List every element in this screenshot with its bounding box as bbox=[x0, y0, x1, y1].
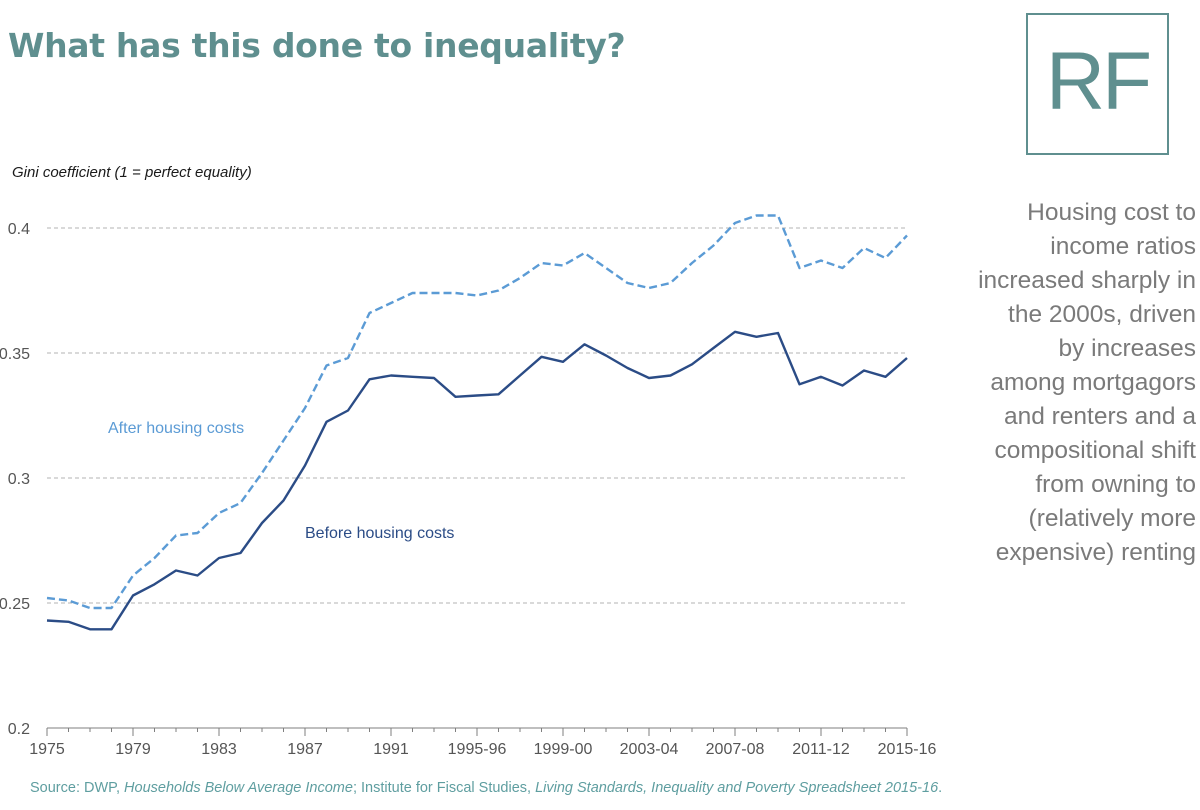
side-note-line: the 2000s, driven bbox=[1008, 301, 1196, 328]
side-note-line: by increases bbox=[1058, 335, 1196, 362]
x-tick-label: 1979 bbox=[115, 741, 151, 758]
x-tick-label: 2003-04 bbox=[620, 741, 679, 758]
x-tick-label: 1999-00 bbox=[534, 741, 593, 758]
side-note-line: compositional shift bbox=[994, 437, 1196, 464]
series-line-after-housing-costs bbox=[46, 214, 908, 610]
x-tick-label: 1991 bbox=[373, 741, 409, 758]
y-tick-label: 0.2 bbox=[8, 721, 30, 738]
series-label-before-housing-costs: Before housing costs bbox=[305, 525, 454, 542]
source-prefix: Source: DWP, bbox=[30, 780, 125, 796]
source-mid: ; Institute for Fiscal Studies, bbox=[352, 780, 536, 796]
rf-logo: RF bbox=[1026, 13, 1169, 155]
source-ref-hbai: Households Below Average Income bbox=[124, 780, 353, 796]
side-note-line: income ratios bbox=[1050, 233, 1196, 260]
grid-layer bbox=[47, 227, 907, 604]
source-note: Source: DWP, Households Below Average In… bbox=[30, 780, 942, 796]
series-line-before-housing-costs bbox=[46, 330, 908, 631]
side-note-line: among mortgagors bbox=[990, 369, 1196, 396]
side-note: Housing cost to income ratios increased … bbox=[940, 196, 1196, 570]
source-suffix: . bbox=[938, 780, 943, 796]
side-note-line: Housing cost to bbox=[1027, 199, 1196, 226]
x-tick-label: 2007-08 bbox=[706, 741, 765, 758]
y-tick-label: 0.25 bbox=[0, 596, 30, 613]
y-tick-label: 0.35 bbox=[0, 346, 30, 363]
side-note-line: increased sharply in bbox=[978, 267, 1196, 294]
side-note-line: and renters and a bbox=[1003, 403, 1196, 430]
x-tick-label: 2015-16 bbox=[878, 741, 937, 758]
x-tick-label: 1975 bbox=[29, 741, 65, 758]
x-tick-label: 1987 bbox=[287, 741, 323, 758]
series-layer bbox=[46, 214, 908, 631]
side-note-line: expensive) renting bbox=[995, 539, 1196, 566]
page-title: What has this done to inequality? bbox=[8, 26, 626, 65]
series-label-after-housing-costs: After housing costs bbox=[108, 420, 244, 437]
x-tick-label: 1983 bbox=[201, 741, 237, 758]
source-ref-ifs: Living Standards, Inequality and Poverty… bbox=[535, 780, 939, 796]
gini-line-chart: 0.2 0.25 0.3 0.35 0.4 1975 1979 1983 1987 1991 199… bbox=[0, 214, 936, 758]
label-layer: After housing costs Before housing costs bbox=[108, 420, 454, 542]
x-tick-label: 1995-96 bbox=[448, 741, 507, 758]
y-axis-label: Gini coefficient (1 = perfect equality) bbox=[12, 164, 252, 181]
side-note-line: from owning to bbox=[1035, 471, 1196, 498]
x-tick-label: 2011-12 bbox=[792, 741, 850, 758]
side-note-line: (relatively more bbox=[1028, 505, 1196, 532]
axis-layer: 0.2 0.25 0.3 0.35 0.4 1975 1979 1983 1987 1991 199… bbox=[0, 221, 936, 758]
y-tick-label: 0.4 bbox=[8, 221, 30, 238]
y-tick-label: 0.3 bbox=[8, 471, 30, 488]
